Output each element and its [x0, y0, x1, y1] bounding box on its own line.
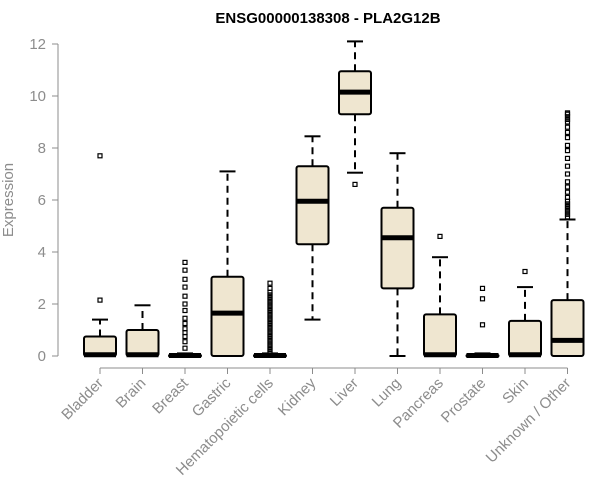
box-kidney: [295, 135, 330, 321]
box-hematopoietic-cells: [253, 280, 287, 358]
outlier-point: [267, 292, 273, 298]
outlier-point: [479, 296, 486, 302]
outlier-point: [267, 349, 273, 355]
box-lung: [380, 152, 415, 357]
outlier-point: [267, 344, 273, 350]
outlier-point: [564, 171, 571, 177]
outlier-point: [564, 203, 571, 210]
x-tick-label: Brain: [113, 375, 150, 412]
outlier-point: [479, 322, 486, 328]
outlier-point: [182, 315, 188, 321]
y-tick-label: 10: [29, 88, 46, 105]
x-tick-label: Prostate: [438, 375, 490, 427]
outlier-point: [267, 307, 273, 314]
y-axis-label: Expression: [0, 163, 17, 237]
x-tick-label: Skin: [499, 375, 532, 408]
outlier-point: [267, 280, 273, 286]
outlier-point: [564, 142, 571, 148]
outlier-point: [352, 181, 358, 187]
outlier-point: [564, 194, 571, 200]
outlier-point: [182, 326, 188, 332]
y-tick-label: 8: [38, 140, 46, 157]
outlier-point: [267, 318, 273, 324]
outlier-point: [182, 276, 188, 282]
y-tick-label: 4: [38, 244, 46, 261]
box-gastric: [210, 170, 245, 358]
outlier-point: [267, 331, 273, 337]
outlier-point: [522, 268, 528, 275]
outlier-point: [267, 294, 273, 301]
y-tick-label: 0: [38, 348, 46, 365]
iqr-box: [508, 319, 542, 357]
x-tick-label: Liver: [327, 375, 362, 410]
outlier-point: [564, 211, 571, 217]
outlier-point: [182, 301, 188, 307]
iqr-box: [295, 165, 330, 246]
outlier-point: [182, 267, 188, 273]
outlier-point: [97, 153, 103, 159]
outlier-point: [564, 189, 571, 195]
x-tick-label: Bladder: [58, 375, 107, 424]
outlier-point: [564, 206, 571, 212]
outlier-point: [267, 333, 273, 340]
box-brain: [125, 304, 160, 358]
outlier-point: [564, 124, 571, 130]
box-group: [83, 40, 585, 358]
iqr-box: [380, 206, 415, 290]
box-breast: [168, 259, 202, 358]
outlier-point: [182, 339, 188, 345]
outlier-point: [564, 179, 571, 185]
outlier-point: [267, 285, 273, 291]
outlier-point: [267, 310, 273, 316]
iqr-box: [210, 275, 245, 358]
box-pancreas: [423, 233, 457, 358]
outlier-point: [182, 320, 188, 327]
outlier-point: [267, 305, 273, 311]
outlier-point: [267, 320, 273, 327]
outlier-point: [564, 184, 571, 190]
outlier-point: [437, 233, 443, 239]
box-prostate: [465, 285, 500, 358]
box-unknown-other: [550, 110, 585, 358]
outlier-point: [564, 135, 571, 141]
outlier-point: [267, 323, 273, 329]
y-tick-label: 12: [29, 36, 46, 53]
outlier-point: [564, 110, 571, 116]
y-axis: 0 2 4 6 8 10 12: [29, 36, 59, 365]
outlier-point: [564, 129, 571, 135]
outlier-point: [97, 297, 103, 303]
x-tick-label: Breast: [149, 374, 192, 417]
box-skin: [508, 268, 542, 358]
iqr-box: [550, 299, 585, 358]
outlier-point: [267, 300, 273, 306]
outlier-point: [564, 155, 571, 161]
chart-title: ENSG00000138308 - PLA2G12B: [215, 10, 440, 27]
y-tick-label: 2: [38, 296, 46, 313]
outlier-point: [182, 293, 188, 299]
box-liver: [338, 40, 372, 187]
x-tick-label: Kidney: [275, 374, 320, 419]
outlier-point: [267, 336, 273, 342]
outlier-point: [267, 326, 273, 332]
outlier-point: [267, 297, 273, 303]
outlier-point: [267, 313, 273, 319]
outlier-point: [267, 339, 273, 345]
iqr-box: [125, 329, 160, 357]
outlier-point: [182, 307, 188, 314]
box-bladder: [83, 153, 117, 358]
outlier-point: [182, 259, 188, 265]
outlier-point: [564, 163, 571, 169]
outlier-point: [479, 285, 486, 291]
iqr-box: [423, 313, 457, 357]
x-tick-label: Lung: [369, 375, 405, 411]
outlier-point: [182, 345, 188, 351]
y-tick-label: 6: [38, 192, 46, 209]
outlier-point: [267, 346, 273, 353]
outlier-point: [564, 148, 571, 154]
outlier-point: [182, 284, 188, 290]
